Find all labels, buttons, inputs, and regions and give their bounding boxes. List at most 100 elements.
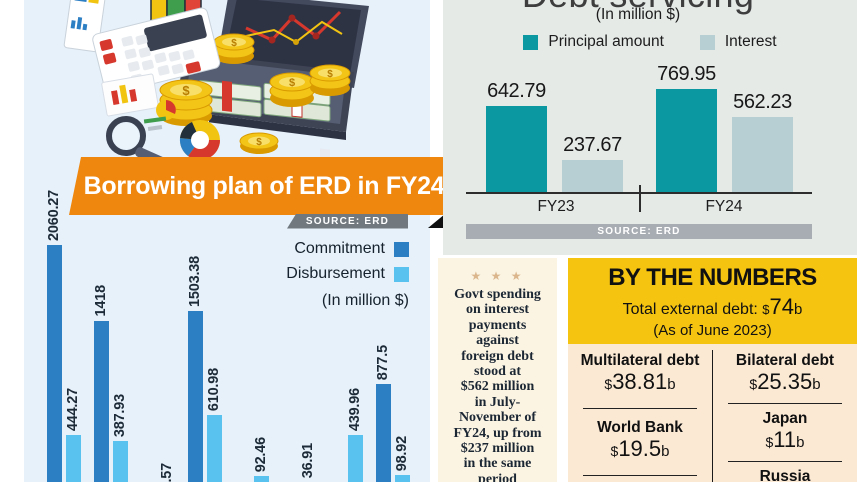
row-divider — [728, 461, 842, 462]
principal-value-label: 642.79 — [487, 80, 546, 103]
bar-value-label: 387.93 — [112, 394, 128, 438]
stars-icon: ★ ★ ★ — [470, 269, 525, 283]
total-debt-value: 74 — [769, 293, 794, 319]
debt-servicing-title: Debt servicing — [463, 0, 813, 16]
debt-row-value: $11b — [765, 427, 805, 452]
commitment-bar — [47, 245, 62, 482]
row-divider — [728, 403, 842, 404]
as-of-date: (As of June 2023) — [653, 321, 772, 339]
quote-line: on interest — [465, 302, 530, 318]
debt-row-label: Bilateral debt — [735, 352, 835, 369]
commitment-label: Commitment — [294, 240, 385, 257]
disbursement-bar — [66, 434, 81, 482]
debt-row: Russia$5.9b — [713, 466, 857, 482]
debt-row-label: Japan — [762, 410, 808, 427]
debt-row: Japan $11b — [713, 408, 857, 457]
legend-disbursement: Disbursement — [286, 265, 409, 283]
debt-servicing-panel: Debt servicing (In million $) Principal … — [443, 0, 857, 255]
bar-value-label: 92.46 — [253, 436, 269, 473]
debt-row-label: World Bank — [597, 419, 683, 436]
interest-swatch-icon — [699, 34, 715, 50]
bar-value-label: 444.27 — [65, 387, 81, 431]
bar-value-label: 439.96 — [347, 388, 363, 432]
quote-line: stood at — [473, 364, 522, 380]
bar-value-label: 877.5 — [375, 344, 391, 380]
row-divider — [583, 475, 697, 476]
debt-row-value: $19.5b — [610, 436, 670, 461]
total-debt-prefix: Total external debt: — [622, 300, 763, 318]
debt-row: Bilateral debt $25.35b — [713, 344, 857, 399]
quote-panel: ★ ★ ★ Govt spending on interest payments ag… — [438, 258, 557, 482]
quote-text: Govt spending on interest payments against f… — [438, 287, 557, 482]
bar-value-label: 1418 — [93, 285, 109, 317]
magnifier-icon — [106, 116, 176, 160]
quote-line: Govt spending — [454, 287, 541, 302]
quote-line: payments — [468, 317, 527, 333]
debt-breakdown-table: Multilateral debt $38.81b World Bank $19.5b… — [568, 344, 857, 482]
column-divider — [712, 350, 713, 482]
report-sheets-icon — [101, 73, 176, 131]
principal-value-label: 769.95 — [657, 63, 716, 86]
quote-line: against — [476, 333, 519, 349]
principal-bar — [486, 106, 547, 192]
total-external-debt: Total external debt: $74b — [623, 294, 803, 320]
quote-line: FY24, up from — [453, 425, 542, 441]
row-divider — [583, 408, 697, 409]
principal-swatch-icon — [523, 34, 539, 50]
multilateral-column: Multilateral debt $38.81b World Bank $19.5b… — [568, 344, 712, 482]
debt-row: World Bank $19.5b — [568, 413, 712, 471]
fy24-label: FY24 — [705, 198, 743, 215]
source-label: SOURCE: ERD — [597, 225, 681, 237]
currency-sign: $ — [762, 301, 770, 317]
svg-text:$: $ — [182, 83, 190, 98]
legend-commitment: Commitment — [294, 240, 409, 258]
interest-label: Interest — [724, 33, 777, 50]
quote-line: foreign debt — [461, 348, 534, 364]
disbursement-swatch-icon — [394, 266, 409, 282]
unit-label: (In million $) — [321, 292, 409, 309]
debt-servicing-legend: Principal amount Interest — [443, 33, 857, 51]
svg-text:$: $ — [231, 38, 237, 49]
legend-interest: Interest — [699, 33, 777, 51]
by-the-numbers-header: BY THE NUMBERS Total external debt: $74b… — [568, 258, 857, 344]
bar-value-label: 1503.38 — [187, 255, 203, 307]
debt-row-value: $38.81b — [604, 369, 676, 394]
by-the-numbers-title: BY THE NUMBERS — [608, 263, 817, 291]
billion-suffix: b — [794, 300, 803, 318]
debt-servicing-unit: (In million $) — [595, 6, 681, 23]
commitment-bar — [376, 383, 391, 482]
fy23-label: FY23 — [537, 198, 575, 215]
disbursement-bar — [395, 475, 410, 482]
bar-value-label: 98.92 — [394, 436, 410, 472]
disbursement-bar — [348, 435, 363, 482]
commitment-swatch-icon — [394, 241, 409, 257]
headline-banner: Borrowing plan of ERD in FY24 — [69, 157, 445, 215]
interest-value-label: 562.23 — [733, 90, 792, 113]
headline-title: Borrowing plan of ERD in FY24 — [83, 171, 445, 200]
donut-chart-icon — [179, 120, 220, 160]
commitment-bar — [94, 320, 109, 482]
quote-line: in the same — [463, 456, 532, 472]
money-briefcase-illustration: $ $ $ — [63, 0, 369, 160]
bar-value-label: 610.98 — [206, 368, 222, 412]
bar-value-label: 2060.27 — [46, 190, 62, 242]
group-divider — [639, 185, 641, 212]
svg-text:$: $ — [256, 137, 262, 148]
disbursement-bar — [254, 476, 269, 482]
svg-text:$: $ — [289, 77, 295, 89]
debt-row-label: Multilateral debt — [580, 352, 700, 369]
legend-principal: Principal amount — [523, 33, 664, 51]
coins-icon: $ $ $ — [159, 33, 351, 154]
borrowing-plan-panel: $ $ $ — [24, 0, 430, 482]
disbursement-bar — [113, 441, 128, 482]
debt-row: Multilateral debt $38.81b — [568, 344, 712, 404]
debt-row-value: $25.35b — [749, 369, 821, 394]
principal-bar — [656, 89, 717, 192]
bar-value-label: 5.57 — [159, 462, 175, 482]
source-label: SOURCE: ERD — [305, 215, 390, 227]
bilateral-column: Bilateral debt$25.35b Japan$11b Russia$5.9… — [713, 344, 857, 482]
quote-line: $237 million — [460, 441, 535, 457]
svg-text:$: $ — [327, 69, 333, 80]
principal-label: Principal amount — [548, 33, 664, 50]
